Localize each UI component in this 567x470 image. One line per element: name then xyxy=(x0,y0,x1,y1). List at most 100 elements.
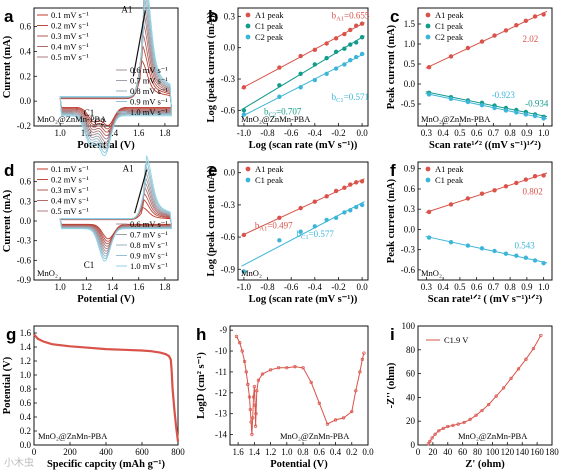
data-point xyxy=(298,205,303,211)
x-tick-label: 1.8 xyxy=(159,282,171,292)
x-tick-label: 0.0 xyxy=(356,128,368,138)
legend-entry: 0.6 mV s⁻¹ xyxy=(130,65,168,75)
x-tick-label: 0.7 xyxy=(488,282,500,292)
data-point xyxy=(503,28,509,33)
data-point xyxy=(255,389,259,393)
y-tick-label: -0.9 xyxy=(17,275,32,285)
data-point xyxy=(241,112,247,117)
fit-annotation: -0.923 xyxy=(492,90,516,100)
data-point xyxy=(448,54,454,59)
data-point xyxy=(532,173,538,179)
data-point xyxy=(446,424,450,429)
x-tick-label: 200 xyxy=(63,447,77,457)
series-line xyxy=(33,333,180,442)
y-tick-label: 0.6 xyxy=(20,22,32,32)
x-tick-label: 1.0 xyxy=(55,128,67,138)
legend-entry: A1 peak xyxy=(435,164,464,174)
y-tick-label: -0.6 xyxy=(17,255,32,265)
data-point xyxy=(451,423,455,428)
data-point xyxy=(285,366,289,370)
x-tick-label: 0.5 xyxy=(454,128,466,138)
y-tick-label: -0.6 xyxy=(221,232,236,242)
data-point xyxy=(234,334,239,339)
y-tick-label: -0.3 xyxy=(221,74,236,84)
x-tick-label: 1.0 xyxy=(538,128,550,138)
data-point xyxy=(354,389,358,393)
y-tick-label: 1.4 xyxy=(20,342,32,352)
panel-c: 0.3 0.4 0.5 0.6 0.7 0.8 0.9 1.0 -0.5 0.0 0.5 1.0 1.5… xyxy=(386,7,553,151)
y-tick-label: -14 xyxy=(215,430,227,440)
y-tick-label: 0.9 xyxy=(404,164,416,174)
y-axis-label: Log (peak current (mA)) xyxy=(206,165,217,276)
panel-a: 1.0 1.2 1.4 1.6 1.8-0.20.00.20.40.6Potential… xyxy=(2,0,179,157)
sample-label: MnO₂@ZnMn-PBA xyxy=(37,114,107,124)
data-point xyxy=(342,46,347,51)
x-tick-label: -0.4 xyxy=(308,282,323,292)
data-point xyxy=(348,58,353,63)
x-tick-label: 0.4 xyxy=(438,128,450,138)
y-tick-label: 100 xyxy=(402,321,416,331)
x-tick-label: 80 xyxy=(473,447,483,457)
data-point xyxy=(350,409,354,414)
data-point xyxy=(501,386,506,390)
data-point xyxy=(342,31,347,37)
y-tick-label: 0.8 xyxy=(20,384,32,394)
legend-entry: 0.1 mV s⁻¹ xyxy=(51,164,89,174)
y-tick-label: -0.3 xyxy=(221,200,236,210)
x-tick-label: 1.8 xyxy=(159,128,171,138)
plot-frame xyxy=(237,7,369,127)
panel-g: 0 200 400 600 800 0.0 0.2 0.4 0.6 0.8 1.0 1.2 1.4 1.6… xyxy=(2,325,185,470)
data-point xyxy=(241,85,247,90)
y-tick-label: 0.2 xyxy=(20,426,31,436)
y-tick-label: 0.4 xyxy=(20,412,32,422)
data-point xyxy=(532,113,538,119)
fit-annotation: 0.543 xyxy=(514,240,535,250)
fit-annotation: bC2=0.707 xyxy=(264,107,302,119)
x-axis-label: Specific capcity (mAh g⁻¹) xyxy=(47,459,166,470)
panel-h: 1.6 1.4 1.2 1.0 0.8 0.6 0.4 0.2 0.0 -14 -13 -12 -11 -… xyxy=(196,325,374,470)
data-point xyxy=(244,370,248,374)
x-tick-label: 60 xyxy=(458,447,468,457)
data-point xyxy=(503,108,509,113)
data-point xyxy=(523,112,529,117)
panel-label: b xyxy=(208,7,218,26)
legend-entry: C1 peak xyxy=(435,21,464,31)
x-tick-label: 400 xyxy=(99,447,113,457)
data-point xyxy=(312,62,318,67)
legend-entry: 0.6 mV s⁻¹ xyxy=(130,219,168,229)
data-point xyxy=(240,349,244,353)
data-point xyxy=(426,235,432,240)
data-point xyxy=(433,432,437,436)
data-point xyxy=(541,116,546,121)
data-point xyxy=(465,243,471,248)
x-tick-label: 1.6 xyxy=(133,282,145,292)
x-tick-label: -1.0 xyxy=(237,128,252,138)
x-tick-label: 40 xyxy=(443,447,453,457)
y-tick-label: 0.0 xyxy=(404,224,416,234)
fit-annotation: -0.934 xyxy=(525,98,549,108)
data-point xyxy=(359,35,365,40)
data-point xyxy=(342,62,347,67)
legend-marker xyxy=(425,34,431,40)
y-tick-label: -12 xyxy=(215,388,227,398)
x-axis-label: Z' (ohm) xyxy=(465,459,505,470)
y-tick-label: 0.3 xyxy=(224,11,236,21)
plot-frame xyxy=(417,7,553,127)
data-point xyxy=(312,224,318,229)
x-tick-label: 1.4 xyxy=(107,282,119,292)
data-point xyxy=(358,370,362,374)
legend-entry: C2 peak xyxy=(255,32,284,42)
series-line xyxy=(236,336,365,435)
data-point xyxy=(359,179,365,184)
x-tick-label: 0 xyxy=(32,447,37,457)
x-tick-label: 1.4 xyxy=(249,447,261,457)
annotation-c2: C2 xyxy=(94,117,105,127)
x-tick-label: 0.6 xyxy=(471,128,483,138)
data-point xyxy=(492,105,497,111)
data-point xyxy=(251,395,256,399)
y-tick-label: 0 xyxy=(411,440,416,450)
plot-frame xyxy=(33,7,179,127)
panel-label: g xyxy=(6,325,16,344)
x-tick-label: 0.7 xyxy=(488,128,500,138)
legend-entry: C1 peak xyxy=(255,21,284,31)
